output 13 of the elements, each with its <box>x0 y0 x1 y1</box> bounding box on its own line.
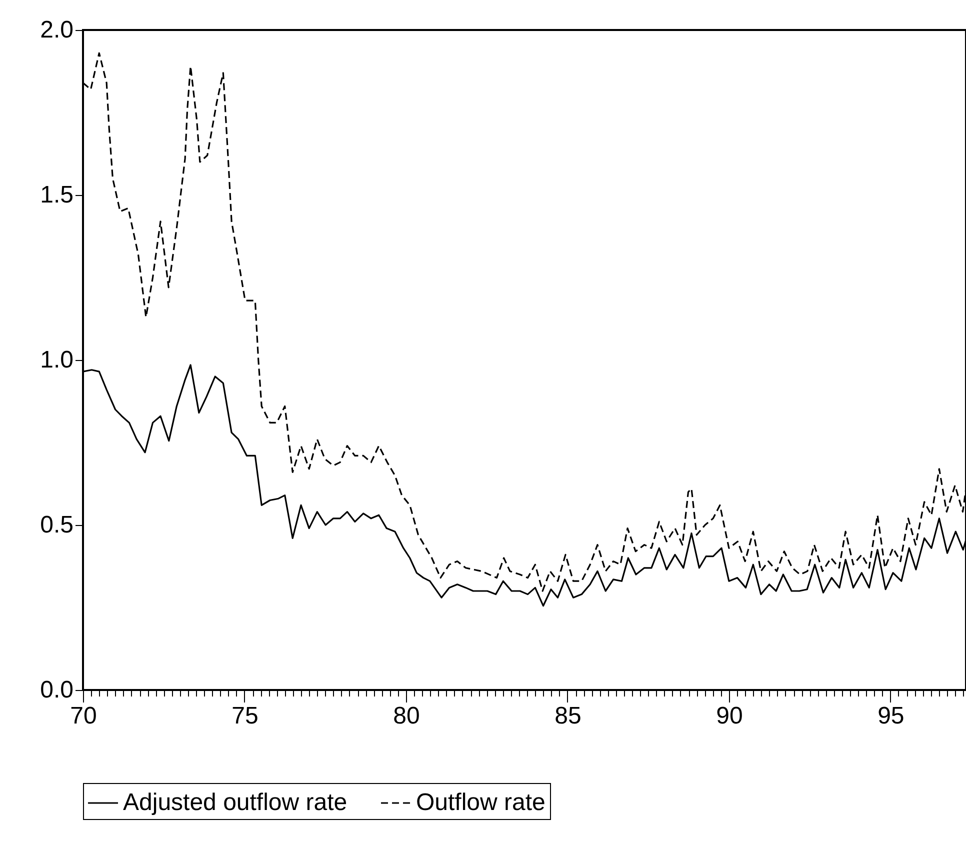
x-tick-label: 85 <box>554 702 582 730</box>
y-tick-label: 0.5 <box>40 512 74 538</box>
y-tick-label: 2.0 <box>40 16 74 44</box>
y-tick-label: 1.5 <box>40 182 74 208</box>
y-tick-label: 0.0 <box>40 676 74 704</box>
x-tick-label: 80 <box>393 702 420 730</box>
x-tick-label: 75 <box>232 702 258 730</box>
x-tick-label: 95 <box>878 702 904 730</box>
y-tick-label: 1.0 <box>40 346 74 374</box>
legend-label: Adjusted outflow rate <box>123 789 348 816</box>
legend-label: Outflow rate <box>416 789 546 816</box>
x-tick-label: 70 <box>70 702 97 730</box>
x-tick-label: 90 <box>716 702 743 730</box>
